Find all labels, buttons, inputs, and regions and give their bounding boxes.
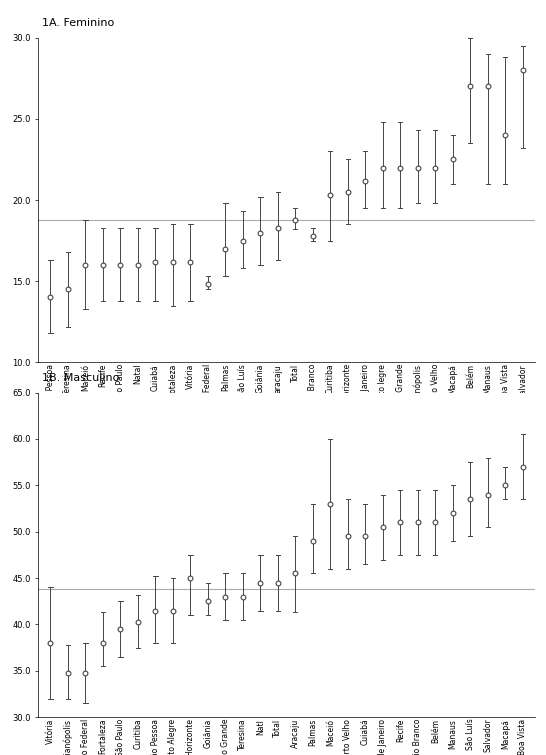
- Point: [343, 530, 352, 542]
- Point: [396, 162, 405, 174]
- Point: [413, 516, 422, 528]
- Point: [378, 162, 387, 174]
- Point: [291, 568, 300, 580]
- Point: [483, 488, 492, 501]
- Point: [221, 243, 230, 255]
- Point: [501, 479, 510, 492]
- Point: [274, 222, 282, 234]
- Point: [63, 667, 72, 679]
- Point: [186, 572, 195, 584]
- Point: [326, 498, 335, 510]
- Point: [116, 259, 125, 271]
- Legend: Prevalência, LI, LS: Prevalência, LI, LS: [218, 523, 355, 542]
- Point: [361, 530, 370, 542]
- Point: [186, 256, 195, 268]
- Point: [81, 259, 90, 271]
- Point: [431, 516, 440, 528]
- Point: [221, 590, 230, 602]
- Point: [448, 507, 457, 519]
- Point: [81, 667, 90, 679]
- Point: [431, 162, 440, 174]
- Point: [466, 80, 474, 92]
- Point: [116, 623, 125, 635]
- Point: [519, 64, 527, 76]
- Point: [519, 461, 527, 473]
- Point: [204, 279, 212, 291]
- Point: [99, 637, 108, 649]
- Point: [361, 174, 370, 186]
- Point: [448, 153, 457, 165]
- Point: [99, 259, 108, 271]
- Point: [308, 230, 317, 242]
- Point: [378, 521, 387, 533]
- Point: [326, 190, 335, 202]
- Point: [466, 493, 474, 505]
- Point: [134, 259, 143, 271]
- Point: [256, 577, 265, 589]
- Point: [239, 590, 247, 602]
- Text: 1B. Masculino: 1B. Masculino: [41, 373, 119, 383]
- Point: [63, 283, 72, 295]
- Point: [396, 516, 405, 528]
- Text: 1A. Feminino: 1A. Feminino: [41, 18, 114, 28]
- Point: [291, 214, 300, 226]
- Point: [501, 129, 510, 141]
- Point: [151, 256, 160, 268]
- Point: [274, 577, 282, 589]
- Point: [46, 637, 55, 649]
- Point: [343, 186, 352, 198]
- Point: [483, 80, 492, 92]
- Point: [151, 605, 160, 617]
- Point: [413, 162, 422, 174]
- Point: [256, 226, 265, 239]
- Point: [134, 615, 143, 627]
- Point: [169, 605, 177, 617]
- Point: [46, 291, 55, 304]
- Point: [204, 595, 212, 607]
- Point: [308, 535, 317, 547]
- Point: [169, 256, 177, 268]
- Point: [239, 235, 247, 247]
